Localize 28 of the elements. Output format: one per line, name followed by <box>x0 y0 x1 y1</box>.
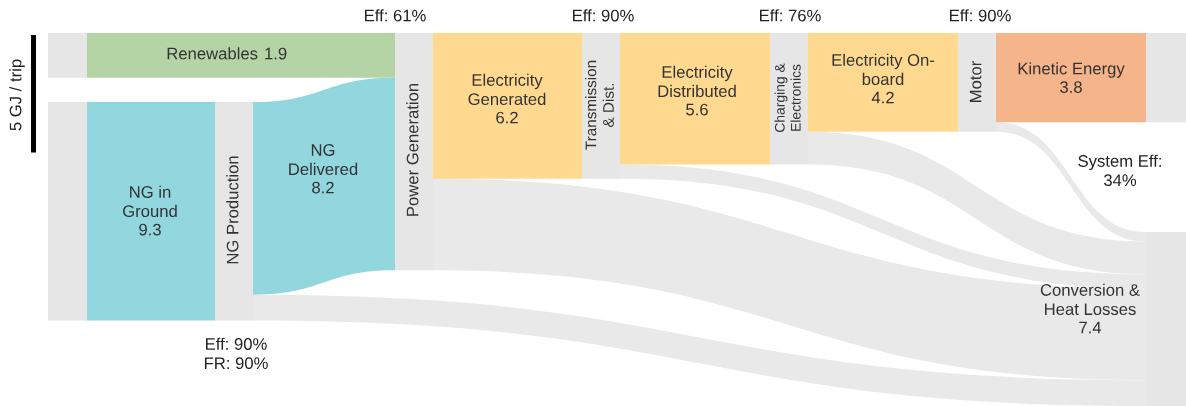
data-label: 7.4 <box>1079 321 1102 334</box>
data-label: 1.9 <box>265 47 287 60</box>
data-label: 5.6 <box>686 103 708 116</box>
category-label: Transmission & Dist. <box>585 60 614 150</box>
text: Eff: 90% <box>573 9 634 22</box>
category-label: Kinetic Energy <box>1018 62 1125 78</box>
text: 5 GJ / trip <box>9 59 25 131</box>
category-label: Electricity Distributed <box>658 65 736 98</box>
category-label: Electricity On- board <box>832 53 935 86</box>
category-label: Charging & Electronics <box>774 63 801 133</box>
data-label: 8.2 <box>312 181 334 194</box>
data-label: 9.3 <box>139 223 161 236</box>
category-label: Electricity Generated <box>468 73 546 106</box>
category-label: Conversion & Heat Losses <box>1040 283 1140 316</box>
text: Eff: 90% <box>950 9 1011 22</box>
category-label: NG in Ground <box>123 185 177 218</box>
data-label: 6.2 <box>496 111 518 124</box>
category-label: NG Delivered <box>289 144 358 176</box>
category-label: Motor <box>969 60 982 102</box>
category-label: Renewables <box>167 47 258 60</box>
text: System Eff: 34% <box>1078 154 1161 187</box>
data-label: 3.8 <box>1060 81 1082 93</box>
category-label: NG Production <box>226 156 239 264</box>
text: Eff: 76% <box>760 9 821 22</box>
data-label: 4.2 <box>871 91 894 104</box>
text: Eff: 90% FR: 90% <box>204 337 268 370</box>
category-label: Power Generation <box>406 83 419 216</box>
text: Eff: 61% <box>365 9 426 22</box>
